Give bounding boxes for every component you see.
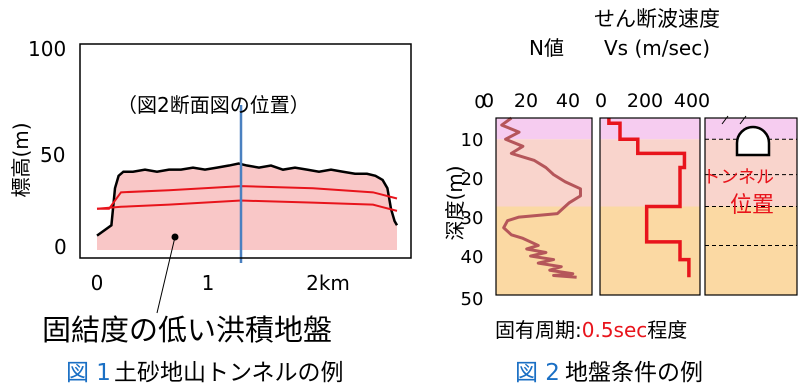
tunnel-line-1 (97, 185, 398, 210)
soil-column-panel-layer-3 (705, 206, 797, 295)
fig1-caption-number: 図 1 (66, 360, 111, 386)
fig1-caption-text: 土砂地山トンネルの例 (114, 360, 344, 386)
tunnel-icon (735, 125, 771, 157)
period-label-prefix: 固有周期: (495, 318, 582, 342)
period-label: 固有周期:0.5sec程度 (495, 318, 687, 342)
fig2-ytick-50: 50 (461, 289, 484, 310)
fig2-vstick-400: 400 (674, 90, 710, 112)
ground-fill-area (97, 163, 397, 250)
fig2-ytick-20: 20 (461, 169, 484, 190)
fig2-ntick-20: 20 (514, 90, 538, 112)
fig1-xtick-0: 0 (91, 271, 104, 295)
soil-column-panel-frame (704, 117, 798, 296)
fig2-vs-label: Vs (m/sec) (604, 36, 710, 60)
vs-panel-layer-1 (600, 118, 700, 140)
fig1-ytick-50: 50 (40, 143, 65, 167)
fig2-ntick-40: 40 (556, 90, 580, 112)
fig2-ytick-10: 10 (461, 130, 484, 151)
fig1-annotation: 固結度の低い洪積地盤 (42, 313, 332, 347)
ground-hatch-2 (739, 115, 747, 125)
fig2-caption-text: 地盤条件の例 (565, 360, 703, 386)
ground-surface-line (96, 162, 399, 237)
annotation-leader-line (156, 236, 176, 314)
fig2-ytick-40: 40 (461, 247, 484, 268)
fig1-xtick-1: 1 (202, 271, 215, 295)
fig1-section-label: （図2断面図の位置） (117, 93, 310, 117)
fig1-frame (79, 43, 412, 259)
fig1-xtick-2km: 2km (306, 271, 350, 295)
fig1-ytick-0: 0 (54, 235, 67, 259)
period-value: 0.5sec (582, 318, 648, 342)
n-value-panel-layer-1 (496, 118, 592, 140)
fig2-vstick-200: 200 (627, 90, 663, 112)
n-value-panel-frame (495, 117, 593, 296)
fig2-ytick-30: 30 (461, 208, 484, 229)
fig1-ytick-100: 100 (28, 37, 66, 61)
vs-line (607, 118, 691, 278)
fig2-plot-panels (495, 115, 798, 296)
vs-panel-layer-3 (600, 206, 700, 295)
fig2-ylabel: 深度(m) (443, 165, 467, 240)
annotation-dot (171, 233, 179, 241)
fig2-ntick-0: 0 (482, 90, 494, 112)
fig2-caption-number: 図 2 (515, 360, 560, 386)
n-value-line (500, 116, 582, 279)
tunnel-label-2: 位置 (730, 193, 774, 218)
fig2-title: せん断波速度 (594, 7, 720, 31)
fig2-n-label: N値 (529, 36, 564, 60)
figure-1: 100 50 0 標高(m) （図2断面図の位置） 0 1 2km 固結度の低い… (9, 37, 412, 386)
fig1-ylabel: 標高(m) (9, 122, 33, 197)
figure-2: せん断波速度 N値 Vs (m/sec) 0 20 40 0 200 400 0… (443, 7, 798, 386)
ground-hatch-1 (721, 115, 729, 125)
fig1-plot-area (96, 105, 399, 263)
fig2-vstick-0: 0 (595, 90, 607, 112)
n-value-panel-layer-2 (496, 139, 592, 207)
vs-panel-frame (599, 117, 701, 296)
period-suffix: 程度 (647, 318, 687, 342)
fig2-ytick-0: 0 (474, 92, 485, 113)
tunnel-label-1: トンネル (702, 167, 774, 188)
vs-panel-layer-2 (600, 139, 700, 207)
